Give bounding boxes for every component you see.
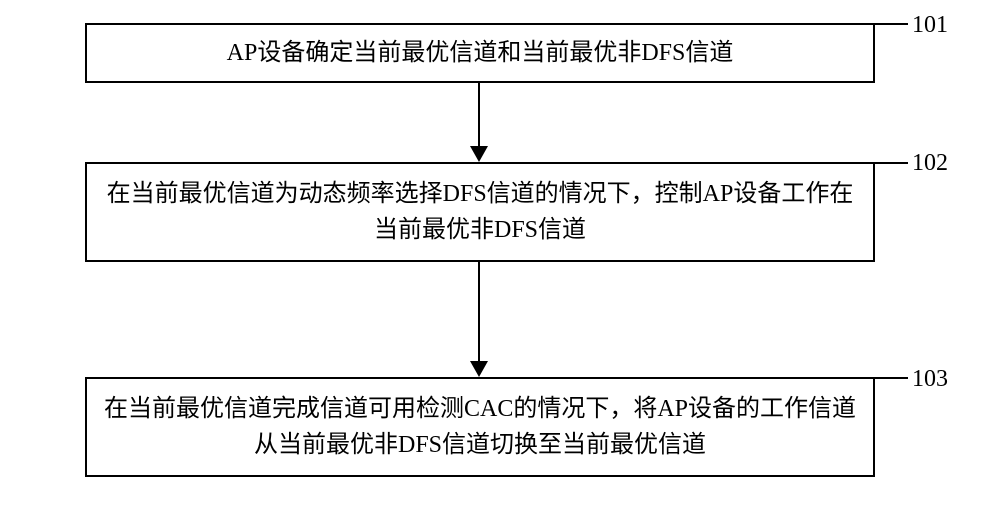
leader-line-3	[875, 374, 910, 382]
arrowhead-2-3	[470, 361, 488, 377]
flow-node-2: 在当前最优信道为动态频率选择DFS信道的情况下，控制AP设备工作在当前最优非DF…	[85, 162, 875, 262]
leader-line-2	[875, 159, 910, 167]
step-label-1: 101	[912, 12, 948, 39]
step-label-2: 102	[912, 150, 948, 177]
flow-node-3-text: 在当前最优信道完成信道可用检测CAC的情况下，将AP设备的工作信道从当前最优非D…	[87, 391, 873, 463]
leader-line-1	[875, 20, 910, 28]
edge-2-3	[478, 262, 480, 363]
flow-node-1: AP设备确定当前最优信道和当前最优非DFS信道	[85, 23, 875, 83]
step-label-3: 103	[912, 366, 948, 393]
flow-node-2-text: 在当前最优信道为动态频率选择DFS信道的情况下，控制AP设备工作在当前最优非DF…	[87, 176, 873, 248]
arrowhead-1-2	[470, 146, 488, 162]
edge-1-2	[478, 83, 480, 148]
flow-node-3: 在当前最优信道完成信道可用检测CAC的情况下，将AP设备的工作信道从当前最优非D…	[85, 377, 875, 477]
flow-node-1-text: AP设备确定当前最优信道和当前最优非DFS信道	[217, 35, 744, 71]
